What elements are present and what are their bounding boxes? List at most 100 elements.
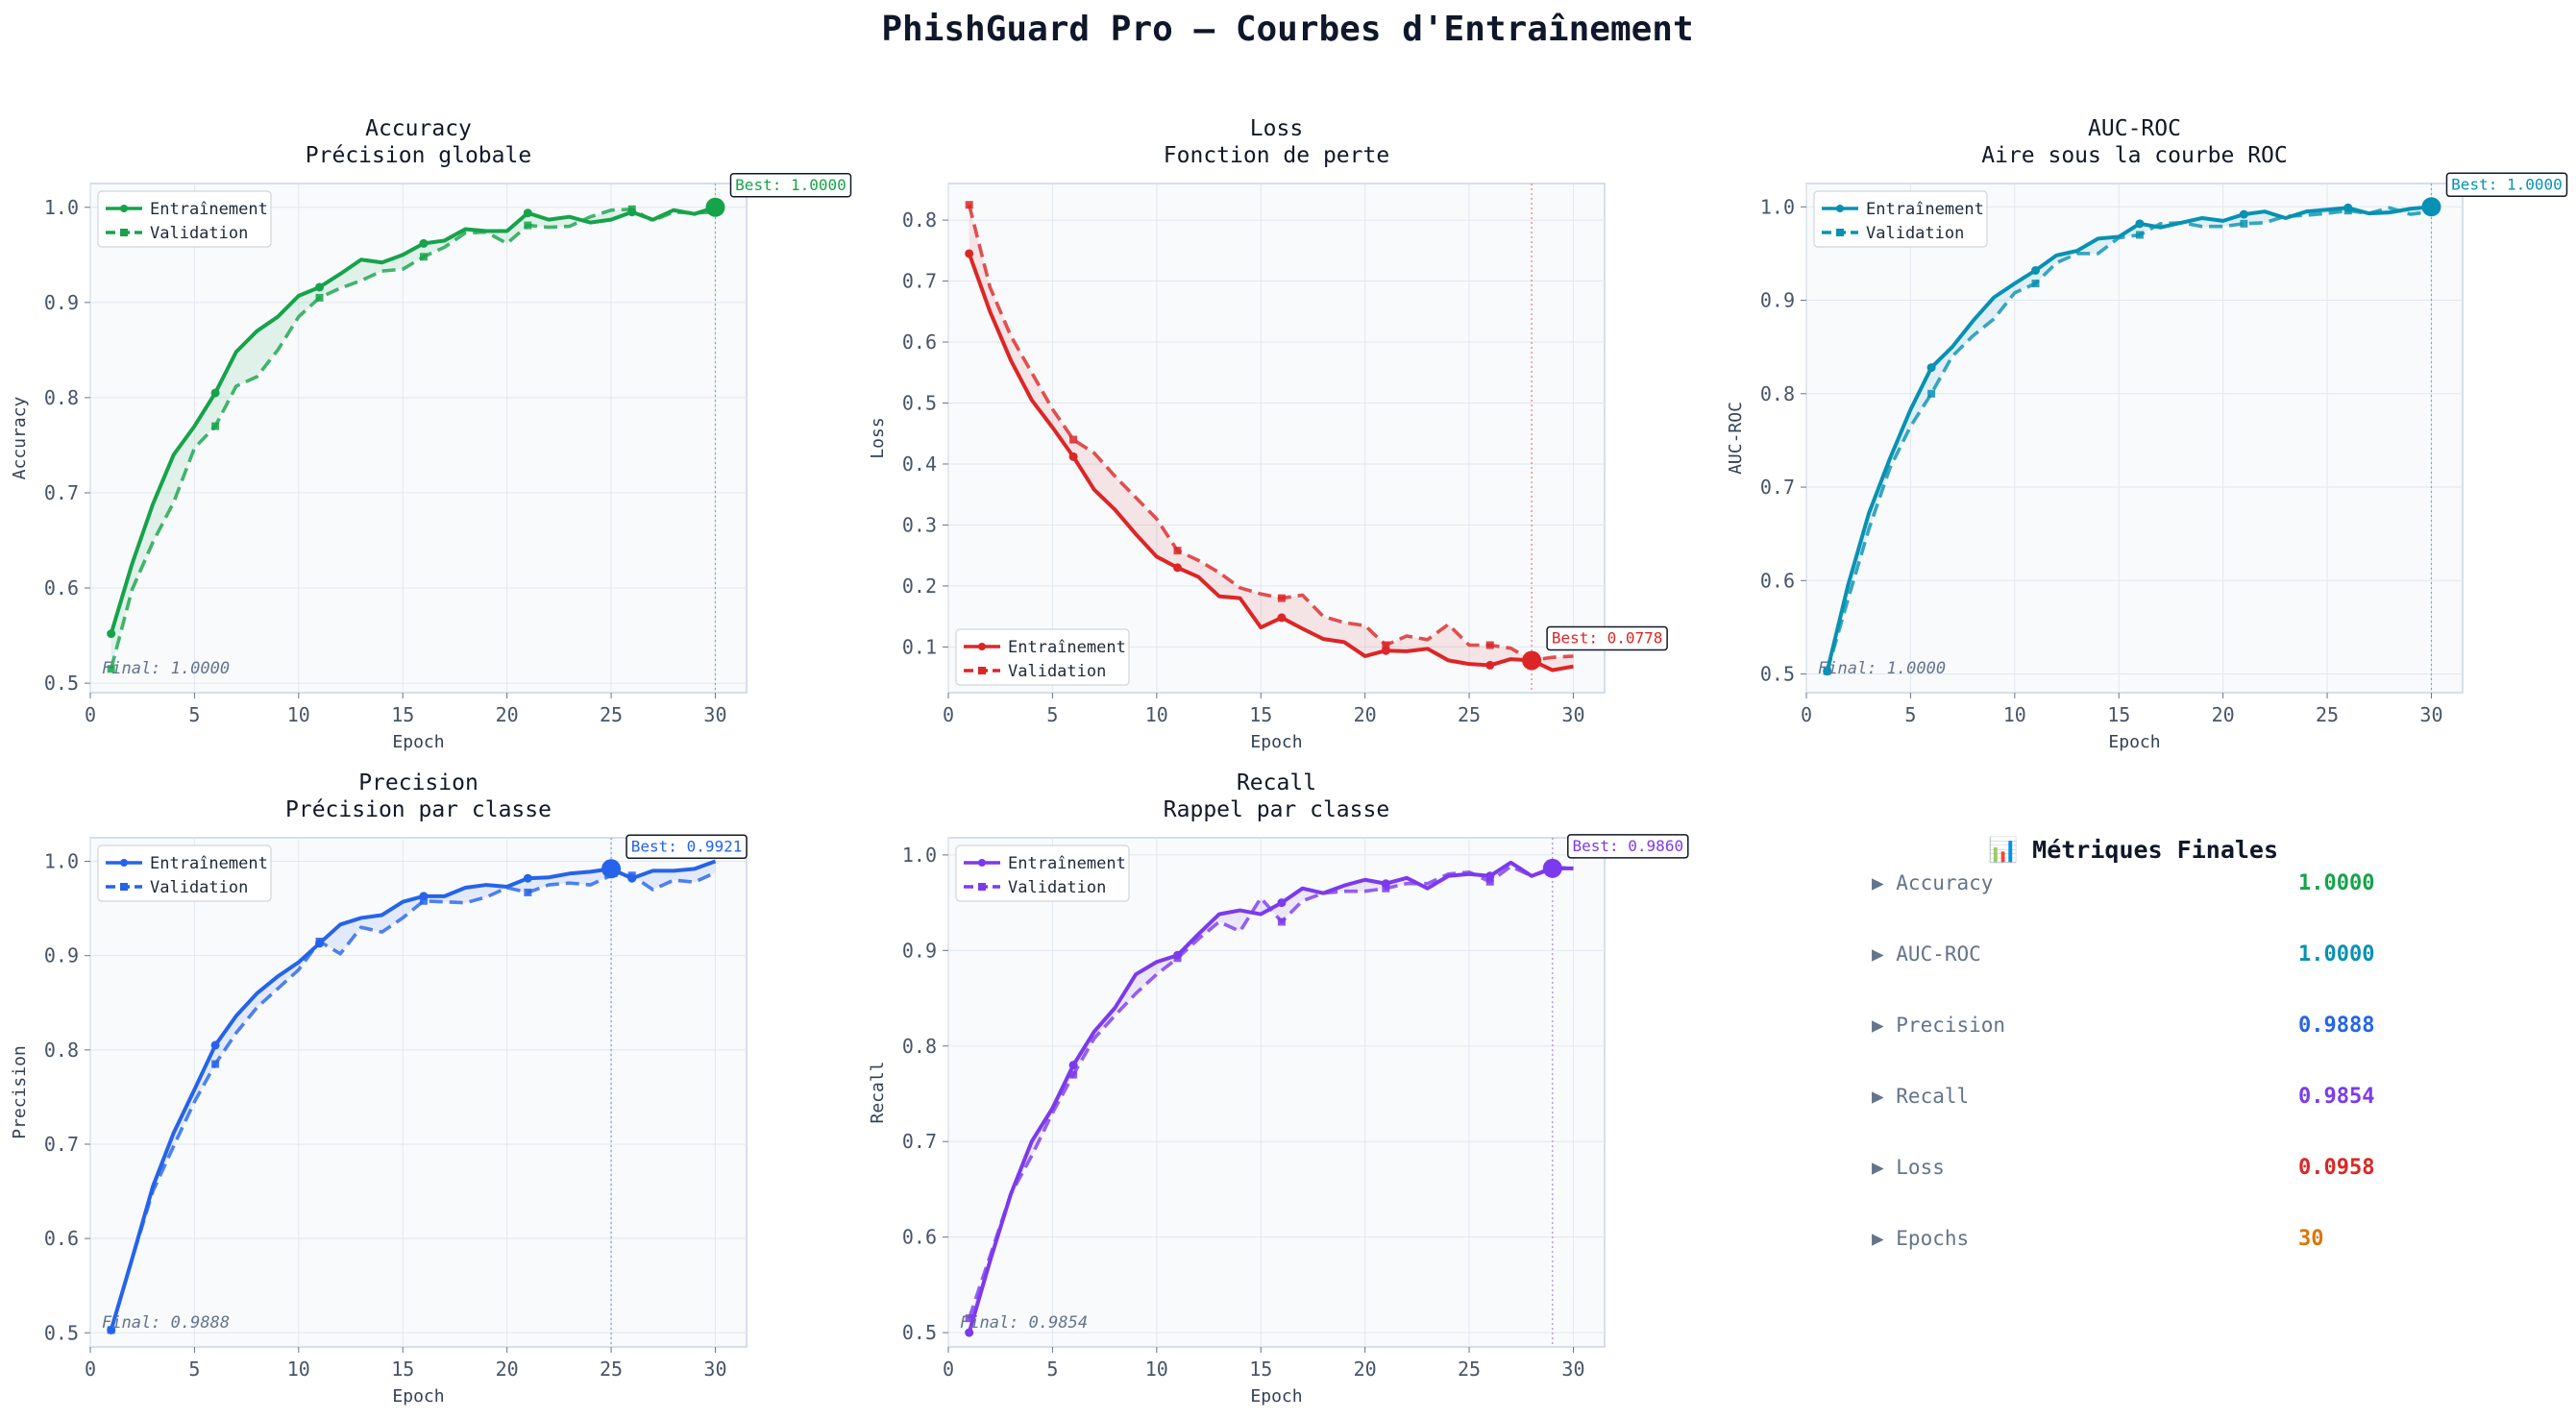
chart-title: Precision (358, 771, 478, 795)
data-point (419, 253, 428, 261)
metric-row: ▶ AUC-ROC 1.0000 (1872, 942, 2374, 966)
legend-label: Validation (1008, 878, 1106, 897)
x-tick-label: 30 (1561, 703, 1584, 726)
data-point (1823, 667, 1831, 675)
metrics-panel: 📊 Métriques Finales ▶ Accuracy 1.0000▶ AU… (1872, 836, 2374, 1251)
x-tick-label: 25 (600, 703, 623, 726)
data-point (1927, 389, 1936, 398)
best-label: Best: 1.0000 (2451, 175, 2563, 193)
best-label: Best: 0.0778 (1552, 628, 1663, 647)
best-box (626, 834, 748, 860)
y-tick-label: 0.5 (44, 1321, 79, 1344)
y-tick-label: 0.9 (44, 291, 79, 314)
data-point (1068, 452, 1078, 461)
x-tick-label: 30 (2419, 703, 2442, 726)
x-tick-label: 5 (188, 703, 200, 726)
x-tick-label: 10 (287, 1358, 310, 1381)
data-point (1485, 877, 1494, 886)
best-box (729, 173, 852, 198)
data-point (1173, 954, 1182, 963)
y-tick-label: 1.0 (44, 196, 79, 219)
best-marker (601, 859, 622, 879)
y-tick-label: 0.6 (44, 576, 79, 599)
figure-title: PhishGuard Pro — Courbes d'Entraînement (881, 10, 1693, 49)
metric-value: 0.9854 (2298, 1085, 2374, 1109)
data-point (1173, 563, 1183, 573)
data-point (523, 873, 532, 883)
data-point (524, 888, 532, 896)
plot-area (1805, 183, 2464, 694)
metric-value: 0.9888 (2298, 1014, 2374, 1038)
data-point (1173, 547, 1182, 555)
legend-marker (1836, 229, 1844, 236)
y-tick-label: 0.9 (1760, 289, 1795, 312)
x-tick-label: 20 (1354, 703, 1377, 726)
y-tick-label: 0.4 (902, 453, 937, 476)
best-label: Best: 0.9921 (631, 837, 743, 855)
plot-area (947, 183, 1606, 694)
data-point (211, 422, 220, 430)
y-axis-label: Loss (868, 417, 888, 458)
metric-row: ▶ Loss 0.0958 (1872, 1156, 2374, 1180)
y-tick-label: 0.6 (44, 1227, 79, 1250)
data-point (107, 665, 115, 673)
legend-label: Validation (1866, 224, 1964, 243)
best-annotation: Best: 1.0000 (2445, 172, 2568, 198)
y-tick-label: 0.1 (902, 635, 937, 658)
data-point (1068, 1061, 1078, 1070)
best-label: Best: 0.9860 (1572, 837, 1683, 855)
data-point (419, 896, 428, 905)
x-axis-label: Epoch (2108, 732, 2160, 752)
y-axis-label: Recall (868, 1061, 888, 1123)
legend-label: Validation (150, 224, 248, 243)
best-marker (2421, 197, 2441, 217)
data-point (2240, 219, 2248, 228)
data-point (2135, 219, 2145, 229)
metric-value: 30 (2298, 1227, 2324, 1251)
legend-label: Entraînement (1008, 854, 1126, 873)
best-annotation: Best: 0.9860 (1567, 834, 1689, 859)
legend-label: Entraînement (1866, 200, 1984, 219)
x-axis-label: Epoch (392, 1386, 444, 1407)
metric-value: 1.0000 (2298, 942, 2374, 966)
y-tick-label: 0.8 (44, 386, 79, 409)
series-line (109, 205, 717, 635)
legend: Entraînement Validation (955, 628, 1130, 686)
y-tick-label: 0.5 (1760, 663, 1795, 686)
data-point (210, 388, 220, 398)
data-point (1382, 884, 1390, 893)
y-tick-label: 0.5 (44, 672, 79, 695)
series-validation (107, 205, 716, 673)
x-tick-label: 30 (703, 1358, 726, 1381)
metric-label: ▶ Loss (1872, 1156, 1945, 1179)
y-tick-label: 0.2 (902, 575, 937, 598)
data-point (1382, 641, 1390, 649)
data-point (2239, 209, 2248, 219)
data-point (965, 1328, 974, 1337)
legend-marker (120, 883, 128, 891)
plot-area (89, 183, 748, 694)
data-point (210, 1040, 220, 1050)
data-point (315, 282, 325, 292)
data-point (1485, 660, 1495, 670)
x-tick-label: 20 (496, 703, 519, 726)
x-tick-label: 0 (1801, 703, 1812, 726)
data-point (1069, 435, 1078, 444)
best-marker (1522, 650, 1542, 671)
x-axis-label: Epoch (392, 732, 444, 752)
chart-title: Accuracy (365, 116, 472, 141)
data-point (965, 249, 974, 258)
legend-marker (978, 667, 986, 674)
y-axis-label: Precision (10, 1045, 30, 1139)
final-label: Final: 0.9854 (960, 1313, 1088, 1333)
data-point (107, 629, 116, 639)
x-tick-label: 0 (85, 1358, 96, 1381)
series-line (1825, 205, 2432, 673)
metric-row: ▶ Epochs 30 (1872, 1227, 2324, 1251)
